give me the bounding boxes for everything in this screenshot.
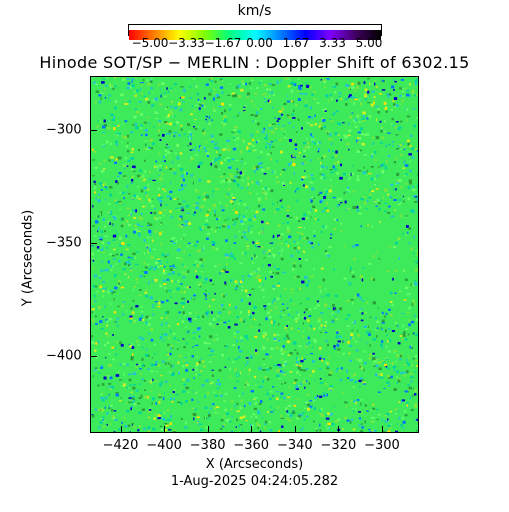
y-tick-mark [91,130,97,132]
y-tick-label: −300 [46,122,82,138]
colorbar [128,24,382,40]
x-tick-mark [381,426,383,432]
doppler-map-frame [90,76,419,433]
x-tick-label: −340 [276,438,313,453]
doppler-texture [91,77,418,432]
x-tick-label: −360 [233,438,270,453]
x-tick-mark [120,426,122,432]
x-tick-mark [207,426,209,432]
x-tick-label: −400 [146,438,182,453]
colorbar-tick-label: −3.33 [168,36,205,50]
x-tick-mark [251,426,253,432]
colorbar-tick-label: 1.67 [282,36,310,50]
colorbar-unit-label: km/s [237,3,272,19]
plot-title: Hinode SOT/SP − MERLIN : Doppler Shift o… [39,53,470,72]
colorbar-tick-label: 0.00 [246,36,273,50]
colorbar-tick-label: 5.00 [355,36,383,50]
y-tick-label: −350 [46,235,82,251]
timestamp: 1-Aug-2025 04:24:05.282 [170,474,339,489]
colorbar-gradient [129,30,381,40]
colorbar-tick-label: −5.00 [131,36,169,50]
doppler-map-image [91,77,418,432]
x-tick-label: −300 [364,438,400,453]
x-tick-mark [338,426,340,432]
y-axis-label: Y (Arcseconds) [20,209,36,307]
y-tick-mark [91,356,97,358]
x-axis-label: X (Arcseconds) [205,457,304,472]
x-tick-label: −320 [320,438,357,453]
y-tick-label: −400 [46,348,82,364]
x-tick-label: −380 [189,438,226,453]
colorbar-tick-label: 3.33 [319,36,346,50]
x-tick-mark [164,426,166,432]
x-tick-mark [294,426,296,432]
x-tick-label: −420 [102,438,139,453]
y-tick-mark [91,243,97,245]
colorbar-tick-label: −1.67 [204,36,242,50]
